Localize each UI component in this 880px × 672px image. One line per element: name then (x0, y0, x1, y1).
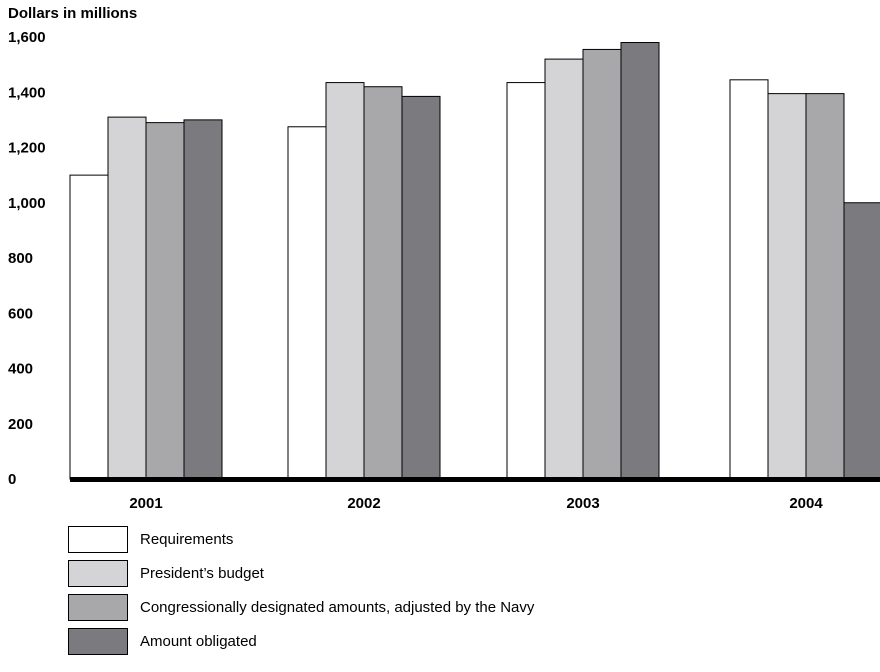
y-tick-label: 1,600 (8, 29, 46, 46)
y-tick-label: 1,200 (8, 140, 46, 157)
y-tick-label: 400 (8, 361, 33, 378)
y-axis-title: Dollars in millions (8, 5, 138, 22)
x-tick-label: 2003 (566, 495, 599, 512)
y-tick-label: 200 (8, 416, 33, 433)
legend-label-amount-obligated: Amount obligated (140, 632, 257, 650)
bar-2004-amount-obligated (843, 202, 880, 480)
legend-label-congressional-amounts: Congressionally designated amounts, adju… (140, 598, 535, 616)
bar-2001-amount-obligated (183, 119, 223, 480)
legend-label-requirements: Requirements (140, 530, 234, 548)
y-tick-label: 600 (8, 305, 33, 322)
legend-swatch-congressional-amounts (68, 593, 128, 621)
bar-2001-requirements (69, 174, 109, 480)
legend-item-congressional-amounts: Congressionally designated amounts, adju… (68, 590, 534, 624)
legend-swatch-amount-obligated (68, 627, 128, 655)
y-tick-label: 1,000 (8, 195, 46, 212)
bar-2002-requirements (287, 126, 327, 480)
bar-2002-president-s-budget (325, 82, 365, 480)
bar-2001-president-s-budget (107, 116, 147, 480)
legend: Requirements President’s budget Congress… (68, 522, 534, 658)
bar-2001-congressionally-designated-amounts-adjusted-by-the-navy (145, 122, 185, 480)
bar-2002-amount-obligated (401, 95, 441, 480)
bar-2004-requirements (729, 79, 769, 480)
legend-swatch-presidents-budget (68, 559, 128, 587)
legend-label-presidents-budget: President’s budget (140, 564, 264, 582)
y-axis-ticks: 0 200 400 600 800 1,000 1,200 1,400 1,600 (8, 29, 46, 488)
bar-2003-amount-obligated (620, 42, 660, 480)
legend-swatch-requirements (68, 525, 128, 553)
x-tick-label: 2001 (129, 495, 162, 512)
bar-2003-congressionally-designated-amounts-adjusted-by-the-navy (582, 48, 622, 480)
legend-item-amount-obligated: Amount obligated (68, 624, 534, 658)
bar-2003-president-s-budget (544, 58, 584, 480)
bar-2004-congressionally-designated-amounts-adjusted-by-the-navy (805, 93, 845, 480)
legend-item-presidents-budget: President’s budget (68, 556, 534, 590)
bar-2004-president-s-budget (767, 93, 807, 480)
bar-2002-congressionally-designated-amounts-adjusted-by-the-navy (363, 86, 403, 480)
y-tick-label: 0 (8, 471, 16, 488)
legend-item-requirements: Requirements (68, 522, 534, 556)
y-tick-label: 1,400 (8, 84, 46, 101)
bar-2003-requirements (506, 82, 546, 480)
x-axis-baseline (70, 477, 880, 482)
y-tick-label: 800 (8, 250, 33, 267)
x-tick-label: 2004 (789, 495, 823, 512)
x-tick-label: 2002 (347, 495, 380, 512)
bars (69, 42, 880, 480)
x-axis-ticks: 2001 2002 2003 2004 (129, 495, 823, 512)
